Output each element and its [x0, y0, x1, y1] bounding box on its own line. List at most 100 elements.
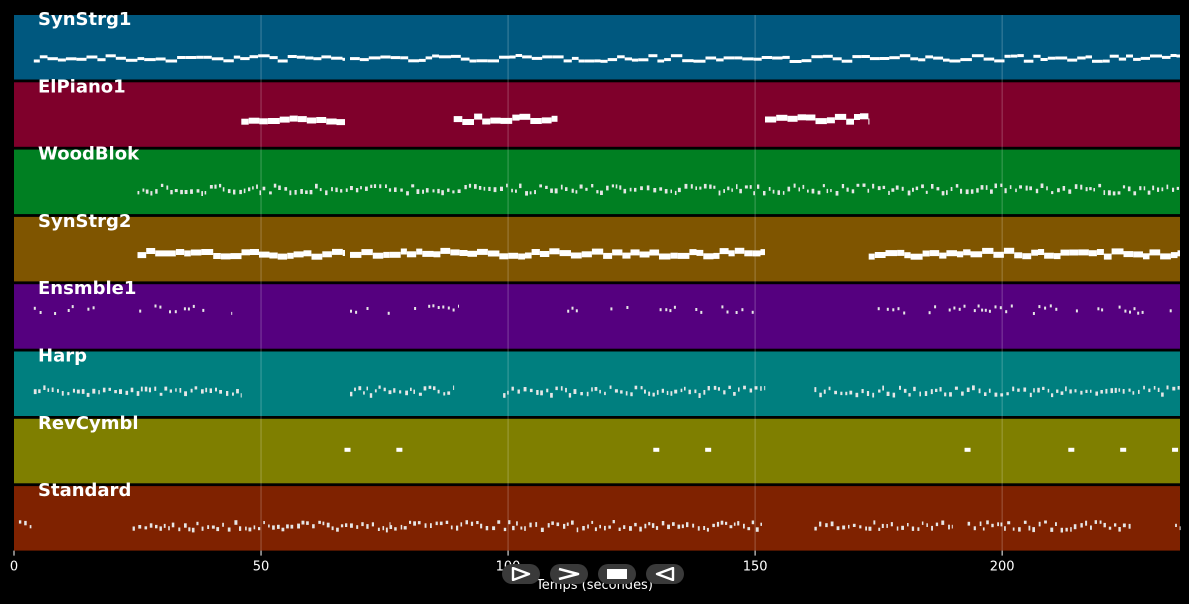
note — [137, 252, 147, 259]
note — [982, 527, 985, 531]
note — [760, 386, 762, 391]
track-band — [14, 351, 1180, 416]
note — [1150, 54, 1162, 58]
note — [852, 523, 856, 527]
note — [227, 527, 231, 532]
note — [440, 247, 451, 254]
note — [751, 310, 754, 314]
note — [707, 386, 710, 391]
note — [664, 58, 671, 62]
note — [695, 308, 698, 311]
note — [442, 305, 445, 309]
note — [380, 55, 391, 59]
note — [718, 190, 721, 196]
x-tick-label: 0 — [10, 560, 18, 575]
note — [822, 184, 825, 188]
note — [624, 57, 632, 61]
note — [350, 251, 362, 258]
note — [556, 522, 560, 527]
note — [531, 249, 540, 255]
note — [815, 118, 827, 125]
note — [1023, 59, 1034, 63]
chevron-right-icon — [558, 567, 580, 581]
play-button[interactable] — [502, 564, 540, 584]
note — [936, 187, 940, 191]
note — [659, 187, 663, 191]
note — [1112, 191, 1116, 196]
note — [622, 252, 631, 259]
note — [648, 391, 651, 396]
note — [216, 527, 220, 532]
note — [1067, 58, 1078, 62]
note — [559, 250, 571, 257]
note — [1069, 389, 1072, 394]
note — [575, 190, 578, 194]
rewind-button[interactable] — [646, 564, 684, 584]
note — [350, 309, 352, 313]
track-revcymbl: RevCymbl — [14, 413, 1180, 484]
note — [1093, 188, 1095, 192]
note — [1028, 525, 1031, 531]
note — [511, 386, 514, 391]
note — [1010, 304, 1013, 308]
note — [939, 387, 942, 392]
note — [169, 389, 172, 393]
track-synstrg2: SynStrg2 — [14, 211, 1180, 282]
note — [487, 59, 499, 63]
note — [655, 526, 659, 530]
note — [269, 191, 272, 195]
note — [903, 311, 906, 315]
note — [144, 386, 148, 392]
note — [1133, 251, 1143, 258]
note — [509, 55, 516, 59]
note — [929, 250, 940, 257]
note — [551, 115, 558, 122]
note — [755, 527, 759, 532]
note — [1092, 59, 1103, 63]
note — [1143, 186, 1146, 191]
note — [634, 187, 637, 192]
note — [734, 247, 745, 254]
note — [478, 186, 482, 190]
note — [24, 520, 27, 526]
note — [754, 386, 758, 390]
note — [336, 119, 345, 126]
stop-button[interactable] — [598, 564, 636, 584]
note — [620, 390, 623, 394]
track-ensmble1: Ensmble1 — [14, 278, 1180, 349]
note — [860, 113, 869, 120]
note — [154, 386, 157, 391]
note — [988, 309, 991, 313]
note — [551, 521, 554, 525]
note — [634, 385, 638, 390]
note — [982, 247, 994, 254]
note — [139, 309, 142, 313]
note — [723, 189, 725, 193]
note — [148, 387, 151, 393]
note — [742, 57, 754, 61]
note — [287, 55, 297, 58]
note — [1012, 386, 1015, 392]
note — [92, 306, 95, 310]
note — [301, 520, 305, 525]
note — [626, 306, 629, 309]
note — [389, 522, 391, 526]
note — [138, 525, 142, 529]
note — [639, 251, 650, 258]
note — [248, 117, 260, 124]
note — [33, 306, 36, 310]
note — [1005, 310, 1008, 314]
note — [869, 57, 880, 61]
note — [1094, 520, 1097, 524]
note — [437, 188, 440, 194]
note — [690, 184, 693, 189]
note — [1122, 523, 1126, 528]
note — [98, 390, 100, 395]
note — [1085, 187, 1088, 192]
note — [672, 522, 675, 526]
note — [155, 250, 164, 257]
note — [594, 387, 598, 391]
fast-forward-button[interactable] — [550, 564, 588, 584]
note — [607, 58, 618, 62]
note — [1152, 185, 1155, 191]
